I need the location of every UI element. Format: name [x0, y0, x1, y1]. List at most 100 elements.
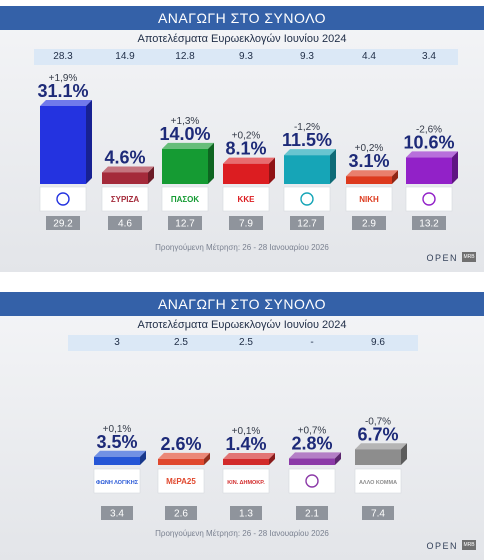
previous-value: 3.4	[110, 509, 124, 520]
previous-measurement-note: Προηγούμενη Μέτρηση: 26 - 28 Ιανουαρίου …	[155, 243, 329, 252]
party-logo-text: ΠΑΣΟΚ	[171, 195, 200, 204]
value-label: 8.1%	[225, 139, 266, 159]
previous-measurement-note: Προηγούμενη Μέτρηση: 26 - 28 Ιανουαρίου …	[155, 529, 329, 538]
party-logo	[222, 468, 270, 494]
bar-side	[269, 453, 275, 465]
open-logo: OPEN	[426, 253, 458, 263]
mrb-badge: MRB	[462, 252, 476, 262]
previous-value: 2.1	[305, 509, 319, 520]
bar-top	[158, 452, 210, 459]
value-label: 14.0%	[159, 124, 210, 144]
previous-value: 7.4	[371, 509, 385, 520]
previous-value: 1.3	[239, 509, 253, 520]
previous-value-box	[165, 506, 197, 520]
party-emblem-icon	[56, 192, 70, 206]
chart-title: ΑΝΑΓΩΓΗ ΣΤΟ ΣΥΝΟΛΟ	[0, 292, 484, 316]
bar-group: 10.6%-2,6% 13.2	[403, 124, 458, 230]
party-logo-text: ΝΙΚΗ	[359, 195, 379, 204]
euro-2024-value: 2.5	[174, 337, 188, 348]
bar	[346, 176, 392, 184]
bar-top	[223, 157, 275, 164]
party-logo	[345, 186, 393, 212]
party-logo	[101, 186, 149, 212]
bar	[223, 459, 269, 465]
bar-group: 14.0%+1,3% ΠΑΣΟΚ 12.7	[159, 116, 214, 230]
bar	[284, 155, 330, 184]
euro-2024-value: 2.5	[239, 337, 253, 348]
bar-side	[204, 452, 210, 465]
previous-value: 29.2	[53, 219, 73, 230]
bar-group: 1.4%+0,1% ΚΙΝ. ΔΗΜΟΚΡ. 1.3	[222, 426, 275, 520]
bar-side	[86, 100, 92, 184]
bar-chart-main: 31.1%+1,9% 29.2 4.6% ΣΥΡΙΖΑ 4.6 14.0%+1,3% ΠΑΣ…	[37, 73, 458, 230]
previous-value-box	[290, 216, 324, 230]
chart-panel-main: ΑΝΑΓΩΓΗ ΣΤΟ ΣΥΝΟΛΟ Αποτελέσματα Ευρωεκλο…	[0, 6, 484, 272]
bar-side	[140, 450, 146, 465]
party-logo	[283, 186, 331, 212]
open-logo: OPEN	[426, 541, 458, 551]
euro-2024-value: 9.3	[239, 51, 253, 62]
chart-panel-other: ΑΝΑΓΩΓΗ ΣΤΟ ΣΥΝΟΛΟ Αποτελέσματα Ευρωεκλο…	[0, 292, 484, 560]
bar-top	[346, 170, 398, 177]
party-logo-text: ΚΚΕ	[238, 195, 256, 204]
value-label: 6.7%	[357, 424, 398, 444]
change-label: +0,1%	[103, 424, 132, 435]
bar-side	[452, 151, 458, 184]
bar-side	[330, 149, 336, 184]
party-logo	[288, 468, 336, 494]
party-logo	[39, 186, 87, 212]
bar	[355, 449, 401, 465]
change-label: +0,7%	[298, 425, 327, 436]
bar	[162, 148, 208, 184]
previous-value-box	[352, 216, 386, 230]
previous-value-box	[101, 506, 133, 520]
value-label: 11.5%	[282, 130, 332, 150]
party-logo-text: ΚΙΝ. ΔΗΜΟΚΡ.	[227, 480, 265, 486]
value-label: 3.5%	[96, 432, 137, 452]
change-label: +1,9%	[49, 73, 78, 84]
previous-value: 4.6	[118, 219, 132, 230]
party-logo-text: ΣΥΡΙΖΑ	[111, 195, 140, 204]
euro-2024-value: 3	[114, 337, 120, 348]
bar-group: 31.1%+1,9% 29.2	[37, 73, 92, 230]
bar-top	[162, 142, 214, 149]
value-label: 4.6%	[104, 147, 145, 167]
bar-top	[289, 452, 341, 459]
previous-value: 7.9	[239, 219, 253, 230]
party-logo-text: ΦΩΝΗ ΛΟΓΙΚΗΣ	[96, 480, 139, 486]
bar	[289, 458, 335, 465]
euro-2024-strip	[34, 49, 458, 65]
party-logo	[405, 186, 453, 212]
previous-value-box	[229, 216, 263, 230]
bar	[40, 106, 86, 184]
bar-group: 11.5%-1,2% 12.7	[282, 122, 336, 230]
chart-subtitle: Αποτελέσματα Ευρωεκλογών Ιουνίου 2024	[137, 33, 347, 45]
change-label: -0,7%	[365, 416, 391, 427]
euro-2024-value: 28.3	[53, 51, 73, 62]
previous-value: 2.9	[362, 219, 376, 230]
previous-value-box	[296, 506, 328, 520]
previous-value-box	[46, 216, 80, 230]
bar-side	[148, 166, 154, 184]
euro-2024-value: 12.8	[175, 51, 195, 62]
party-logo	[93, 468, 141, 494]
value-label: 2.6%	[160, 434, 201, 454]
party-logo-text: ΜέΡΑ25	[166, 477, 196, 486]
bar-group: 8.1%+0,2% ΚΚΕ 7.9	[222, 131, 275, 230]
euro-2024-value: 14.9	[115, 51, 135, 62]
value-label: 1.4%	[225, 434, 266, 454]
bar-top	[102, 166, 154, 173]
previous-value-box	[230, 506, 262, 520]
bar-top	[284, 149, 336, 156]
previous-value-box	[168, 216, 202, 230]
chart-title: ΑΝΑΓΩΓΗ ΣΤΟ ΣΥΝΟΛΟ	[0, 6, 484, 30]
party-emblem-icon	[300, 192, 314, 206]
bar-top	[406, 151, 458, 158]
euro-2024-value: -	[310, 337, 314, 348]
value-label: 10.6%	[403, 132, 454, 152]
bar-group: 3.5%+0,1% ΦΩΝΗ ΛΟΓΙΚΗΣ 3.4	[93, 424, 146, 520]
bar-side	[208, 142, 214, 184]
party-logo	[222, 186, 270, 212]
change-label: +0,1%	[232, 426, 261, 437]
change-label: +0,2%	[355, 143, 384, 154]
